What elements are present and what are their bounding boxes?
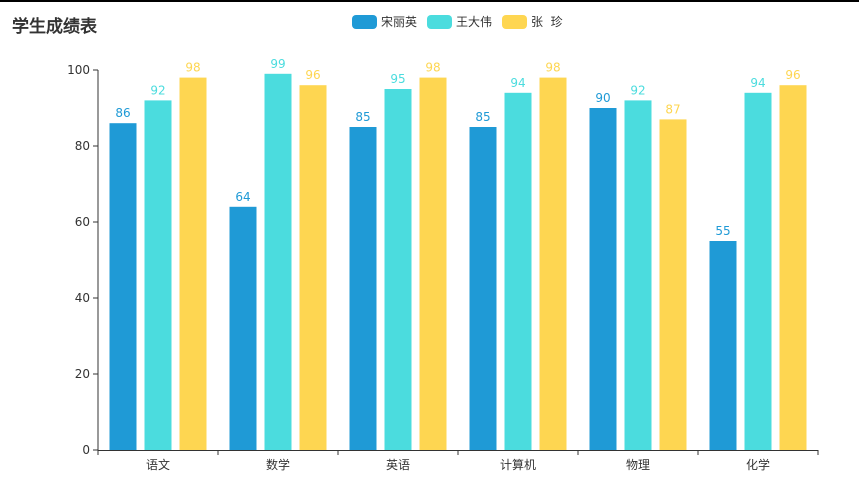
bar — [779, 85, 807, 450]
x-tick-label: 语文 — [146, 457, 170, 472]
bar-value-label: 99 — [270, 57, 285, 71]
x-tick-label: 物理 — [626, 458, 650, 472]
legend-swatch-series-2 — [502, 14, 528, 29]
bar — [349, 127, 377, 450]
x-tick-label: 计算机 — [500, 457, 536, 472]
bar-value-label: 94 — [750, 76, 765, 90]
bar — [659, 119, 687, 451]
bar — [299, 85, 327, 450]
legend-swatch-series-0 — [352, 14, 377, 29]
y-tick-label: 100 — [67, 63, 90, 77]
bar — [589, 108, 617, 450]
bar-value-label: 92 — [630, 83, 645, 97]
bar — [709, 241, 737, 450]
legend-item-series-2[interactable]: 张 珍 — [502, 13, 563, 30]
bar-value-label: 86 — [115, 106, 130, 120]
x-tick-label: 化学 — [746, 457, 770, 472]
top-border — [0, 0, 859, 2]
legend: 宋丽英 王大伟 张 珍 — [352, 13, 563, 30]
legend-item-series-1[interactable]: 王大伟 — [427, 13, 492, 30]
bar-value-label: 96 — [305, 68, 320, 82]
bar-value-label: 98 — [425, 61, 440, 75]
bar — [419, 77, 447, 450]
y-tick-label: 40 — [75, 291, 90, 305]
bar-value-label: 92 — [150, 83, 165, 97]
bar-value-label: 98 — [545, 61, 560, 75]
bar-value-label: 90 — [595, 91, 610, 105]
legend-label-series-0: 宋丽英 — [381, 15, 418, 29]
y-tick-label: 0 — [82, 443, 90, 457]
bar-value-label: 94 — [510, 76, 525, 90]
bar — [179, 77, 207, 450]
bar-value-label: 85 — [355, 110, 370, 124]
bar-value-label: 95 — [390, 72, 405, 86]
bar — [384, 89, 412, 450]
x-tick-label: 数学 — [266, 457, 290, 472]
bar — [539, 77, 567, 450]
bar-value-label: 85 — [475, 110, 490, 124]
bar — [109, 123, 137, 450]
bar-value-label: 87 — [665, 102, 680, 116]
legend-item-series-0[interactable]: 宋丽英 — [352, 13, 417, 30]
bar-value-label: 96 — [785, 68, 800, 82]
bar-value-label: 64 — [235, 190, 250, 204]
bar — [229, 206, 257, 450]
bar — [469, 127, 497, 450]
bar — [744, 92, 772, 451]
y-tick-label: 80 — [75, 139, 90, 153]
bar — [144, 100, 172, 451]
x-tick-label: 英语 — [386, 458, 410, 472]
bar — [624, 100, 652, 451]
bar-value-label: 55 — [715, 224, 730, 238]
legend-label-series-2: 张 珍 — [531, 15, 563, 29]
y-tick-label: 20 — [75, 367, 90, 381]
legend-swatch-series-1 — [427, 14, 453, 29]
chart-title: 学生成绩表 — [12, 17, 97, 37]
y-tick-label: 60 — [75, 215, 90, 229]
bar-value-label: 98 — [185, 61, 200, 75]
bar — [504, 92, 532, 451]
legend-label-series-1: 王大伟 — [456, 15, 493, 29]
bar — [264, 73, 292, 451]
